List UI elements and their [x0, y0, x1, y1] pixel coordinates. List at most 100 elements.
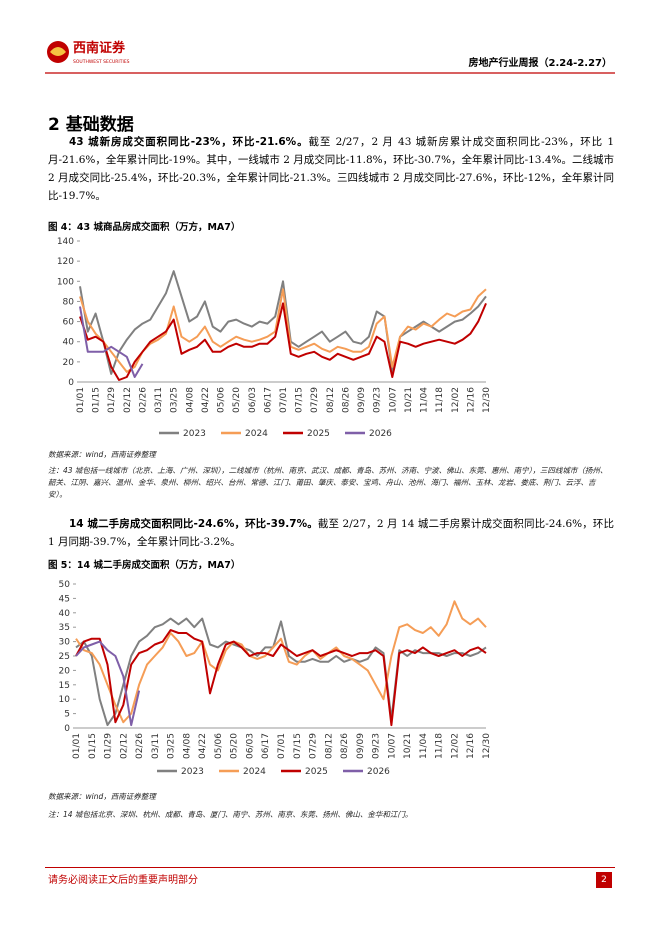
x-tick-label: 11/18 — [435, 733, 445, 759]
y-tick-label: 60 — [63, 318, 75, 328]
x-tick-label: 07/15 — [295, 387, 305, 413]
x-tick-label: 05/20 — [232, 387, 242, 413]
legend-label: 2025 — [307, 429, 330, 439]
figure-caption: 图 5：14 城二手房成交面积（万方，MA7） — [48, 560, 241, 571]
y-tick-label: 40 — [63, 338, 75, 348]
paragraph: 14 城二手房成交面积同比-24.6%，环比-39.7%。截至 2/27，2 月… — [48, 515, 614, 551]
x-tick-label: 05/20 — [230, 733, 240, 759]
y-tick-label: 10 — [59, 695, 71, 705]
brand: 西南证券 — [73, 40, 126, 56]
x-tick-label: 01/29 — [104, 733, 114, 759]
y-tick-label: 15 — [59, 681, 70, 691]
note: 注：14 城包括北京、深圳、杭州、成都、青岛、厦门、南宁、苏州、南京、东莞、扬州… — [48, 810, 413, 819]
series-line — [75, 640, 141, 727]
x-tick-label: 02/12 — [119, 733, 129, 759]
lead: 43 城新房成交面积同比-23%，环比-21.6%。 — [69, 136, 309, 148]
x-tick-label: 01/01 — [76, 387, 86, 413]
disclaimer: 请务必阅读正文后的重要声明部分 — [48, 875, 198, 886]
header: 西南证券 SOUTHWEST SECURITIES 房地产行业周报（2.24-2… — [45, 40, 615, 74]
body: 截至 2/27，2 月 43 城新房累计成交面积同比-23%，环比 1 月-21… — [48, 136, 614, 202]
x-tick-label: 07/29 — [310, 387, 320, 413]
x-tick-label: 02/12 — [123, 387, 133, 413]
footer-rule — [45, 867, 615, 868]
x-tick-label: 03/25 — [170, 387, 180, 413]
x-tick-label: 03/11 — [151, 733, 161, 759]
y-tick-label: 20 — [63, 358, 75, 368]
x-tick-label: 09/09 — [356, 733, 366, 759]
x-tick-label: 06/17 — [261, 733, 271, 759]
report-title: 房地产行业周报（2.24-2.27） — [469, 56, 613, 69]
y-tick-label: 120 — [57, 257, 74, 267]
x-tick-label: 07/01 — [279, 387, 289, 413]
legend-label: 2024 — [245, 429, 268, 439]
x-tick-label: 12/16 — [466, 387, 476, 413]
x-tick-label: 12/30 — [482, 733, 492, 759]
section-title: 2 基础数据 — [48, 115, 134, 135]
x-tick-label: 09/23 — [372, 733, 382, 759]
body: 截至 2/27，2 月 14 城二手房累计成交面积同比-24.6%，环比 1 月… — [48, 518, 615, 548]
x-tick-label: 06/03 — [248, 387, 258, 413]
chart: 0 20 40 60 80 100 120 140 01/01 01/15 01/29 02/12 02… — [57, 237, 492, 439]
x-tick-label: 08/12 — [324, 733, 334, 759]
x-tick-label: 04/22 — [198, 733, 208, 759]
legend-label: 2023 — [181, 767, 204, 777]
x-tick-label: 03/11 — [154, 387, 164, 413]
series-line — [75, 600, 487, 724]
series-line — [75, 617, 487, 727]
x-tick-label: 02/26 — [138, 387, 148, 413]
series-line — [79, 288, 487, 373]
x-tick-label: 05/06 — [217, 387, 227, 413]
legend-label: 2026 — [369, 429, 392, 439]
x-tick-label: 09/23 — [373, 387, 383, 413]
y-tick-label: 45 — [59, 594, 70, 604]
y-tick-label: 80 — [63, 297, 75, 307]
legend-label: 2023 — [183, 429, 206, 439]
x-tick-label: 07/01 — [277, 733, 287, 759]
x-tick-label: 04/08 — [182, 733, 192, 759]
y-tick-label: 25 — [59, 652, 70, 662]
legend-label: 2025 — [305, 767, 328, 777]
y-tick-label: 0 — [68, 378, 74, 388]
x-tick-label: 07/29 — [309, 733, 319, 759]
y-tick-label: 30 — [59, 638, 71, 648]
x-tick-label: 01/29 — [107, 387, 117, 413]
x-tick-label: 10/21 — [403, 733, 413, 759]
x-tick-label: 10/07 — [388, 387, 398, 413]
figure-caption: 图 4：43 城商品房成交面积（万方，MA7） — [48, 222, 241, 233]
series-line — [79, 302, 487, 381]
x-tick-label: 12/30 — [482, 387, 492, 413]
y-tick-label: 50 — [59, 580, 71, 590]
x-tick-label: 08/26 — [341, 387, 351, 413]
legend-label: 2026 — [367, 767, 390, 777]
x-tick-label: 12/02 — [450, 733, 460, 759]
series-line — [79, 306, 144, 378]
logo-inner — [50, 47, 66, 56]
y-tick-label: 0 — [64, 724, 70, 734]
x-tick-label: 01/15 — [92, 387, 102, 413]
x-tick-label: 11/04 — [420, 387, 430, 413]
y-tick-label: 35 — [59, 623, 70, 633]
series-line — [75, 629, 487, 727]
x-tick-label: 03/25 — [167, 733, 177, 759]
legend-label: 2024 — [243, 767, 266, 777]
x-tick-label: 04/22 — [201, 387, 211, 413]
y-tick-label: 100 — [57, 277, 74, 287]
y-tick-label: 140 — [57, 237, 74, 247]
source: 数据来源：wind，西南证券整理 — [48, 792, 156, 801]
lead: 14 城二手房成交面积同比-24.6%，环比-39.7%。 — [69, 518, 318, 530]
x-tick-label: 05/06 — [214, 733, 224, 759]
brand-en: SOUTHWEST SECURITIES — [73, 59, 130, 65]
x-tick-label: 07/15 — [293, 733, 303, 759]
x-tick-label: 06/03 — [245, 733, 255, 759]
y-tick-label: 5 — [64, 710, 70, 720]
page-number: 2 — [596, 872, 612, 888]
x-tick-label: 04/08 — [185, 387, 195, 413]
y-tick-label: 40 — [59, 609, 71, 619]
x-tick-label: 12/16 — [466, 733, 476, 759]
note: 注：43 城包括一线城市（北京、上海、广州、深圳），二线城市（杭州、南京、武汉、… — [48, 466, 608, 499]
x-tick-label: 12/02 — [451, 387, 461, 413]
x-tick-label: 01/01 — [72, 733, 82, 759]
x-tick-label: 11/04 — [419, 733, 429, 759]
